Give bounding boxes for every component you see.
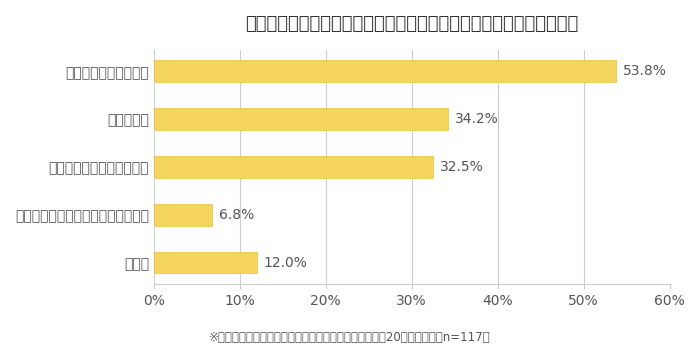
Text: ※仕事において、職場が「ゆるい」と感じることがある20代が回答　（n=117）: ※仕事において、職場が「ゆるい」と感じることがある20代が回答 （n=117） [209, 331, 491, 344]
Text: 34.2%: 34.2% [455, 112, 498, 126]
Title: どのような点で、職場が「ゆるい」と感じますか？　（複数回答可）: どのような点で、職場が「ゆるい」と感じますか？ （複数回答可） [245, 15, 578, 33]
Bar [154, 60, 616, 82]
Bar [154, 204, 212, 226]
Text: 53.8%: 53.8% [623, 64, 667, 78]
Bar [154, 252, 257, 273]
Text: 12.0%: 12.0% [264, 256, 308, 270]
Bar [154, 156, 433, 178]
Text: 32.5%: 32.5% [440, 160, 484, 174]
Bar [154, 108, 448, 130]
Text: 6.8%: 6.8% [219, 208, 254, 222]
